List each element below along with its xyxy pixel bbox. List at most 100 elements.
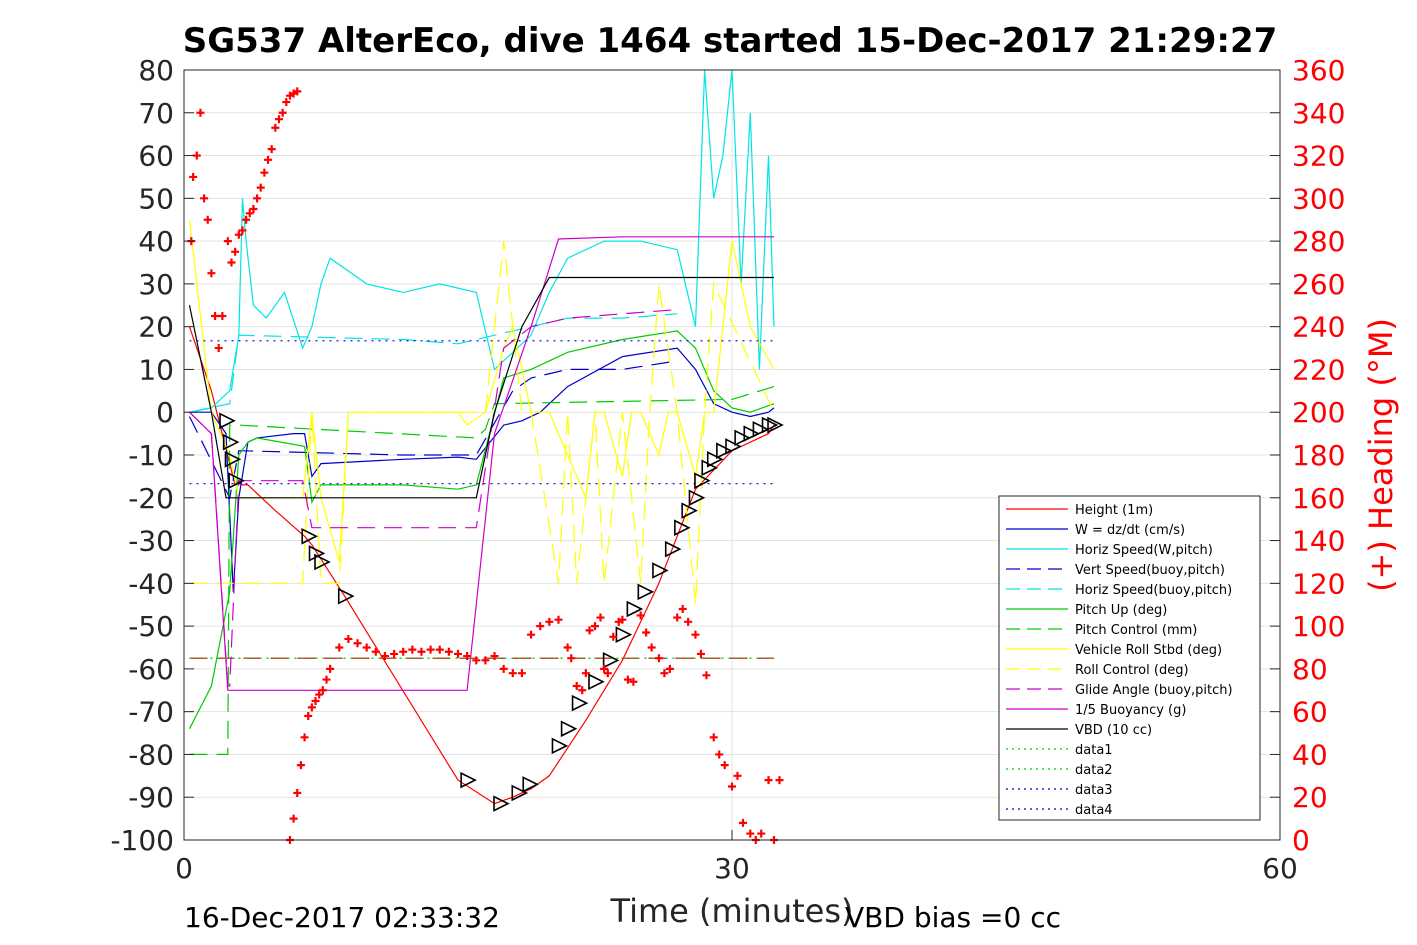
legend-label: data2 <box>1075 763 1113 778</box>
heading-point <box>517 669 526 678</box>
depth-marker <box>337 587 355 605</box>
heading-point <box>293 788 302 797</box>
heading-point <box>444 647 453 656</box>
heading-point <box>253 194 262 203</box>
depth-marker <box>222 433 240 451</box>
heading-point <box>618 615 627 624</box>
heading-point <box>691 630 700 639</box>
legend-label: Horiz Speed(W,pitch) <box>1075 543 1213 558</box>
heading-point <box>256 183 265 192</box>
y-tick-label: -90 <box>128 781 174 814</box>
heading-point <box>335 643 344 652</box>
y-right-tick-label: 320 <box>1292 140 1345 173</box>
series-line-horiz-speed-w-pitch- <box>189 69 775 413</box>
heading-point <box>545 617 554 626</box>
y-right-tick-label: 280 <box>1292 225 1345 258</box>
depth-marker <box>551 737 569 755</box>
series-line-vehicle-roll-stbd-deg- <box>188 219 775 563</box>
depth-marker <box>637 583 655 601</box>
y-right-tick-label: 100 <box>1292 610 1345 643</box>
heading-point <box>775 776 784 785</box>
y-right-tick-label: 80 <box>1292 653 1328 686</box>
heading-point <box>684 617 693 626</box>
heading-point <box>260 168 269 177</box>
heading-point <box>600 664 609 673</box>
heading-point <box>242 215 251 224</box>
heading-point <box>189 172 198 181</box>
y-right-tick-label: 0 <box>1292 824 1310 857</box>
heading-point <box>227 258 236 267</box>
heading-point <box>481 656 490 665</box>
series-line-vbd-10-cc- <box>188 276 774 499</box>
heading-point <box>746 829 755 838</box>
chart-title: SG537 AlterEco, dive 1464 started 15-Dec… <box>183 21 1278 61</box>
heading-point <box>572 682 581 690</box>
depth-marker <box>522 776 540 793</box>
depth-marker <box>228 472 245 489</box>
left-axis-ticks: 80 70 60 50 40 30 20 10 0 -10 -20 -30 -40 -50 -60 -70 -8… <box>110 54 194 857</box>
depth-marker <box>219 412 236 430</box>
depth-marker <box>511 784 529 802</box>
heading-point <box>636 611 645 620</box>
y-tick-label: -70 <box>128 696 174 729</box>
y-tick-label: -30 <box>128 525 174 558</box>
depth-marker <box>560 720 578 738</box>
footer-timestamp: 16-Dec-2017 02:33:32 <box>184 901 500 934</box>
heading-point <box>647 643 656 652</box>
heading-point <box>660 669 669 678</box>
y-right-tick-label: 300 <box>1292 182 1345 215</box>
depth-marker <box>674 519 691 537</box>
heading-point <box>578 686 587 695</box>
heading-point <box>293 87 302 96</box>
heading-point <box>678 605 687 613</box>
depth-marker <box>652 562 669 579</box>
depth-marker <box>752 421 770 438</box>
y-right-tick-label: 260 <box>1292 268 1345 301</box>
legend-label: Roll Control (deg) <box>1075 663 1189 678</box>
depth-marker <box>626 600 644 618</box>
heading-point <box>454 649 462 658</box>
right-axis-ticks: 3603403203002802602402202001801601401201… <box>1270 54 1345 857</box>
heading-point <box>654 654 663 663</box>
depth-marker <box>314 553 331 571</box>
heading-point <box>629 677 638 686</box>
x-tick-label: 30 <box>714 852 750 885</box>
series-line-vert-speed-buoy-pitch- <box>188 360 678 500</box>
x-axis-label: Time (minutes) <box>610 892 854 930</box>
y-right-tick-label: 200 <box>1292 396 1345 429</box>
depth-marker <box>615 626 633 643</box>
heading-point <box>581 669 590 678</box>
legend-label: Horiz Speed(buoy,pitch) <box>1075 583 1232 598</box>
series-line-w-dz-dt-cm-s- <box>189 347 775 592</box>
heading-point <box>307 703 316 712</box>
series-line-pitch-up-deg- <box>188 330 775 730</box>
heading-point <box>563 643 572 652</box>
heading-point <box>499 664 508 673</box>
heading-point <box>642 628 651 637</box>
heading-point <box>596 613 605 622</box>
legend-label: data3 <box>1075 783 1113 798</box>
y-right-tick-label: 160 <box>1292 482 1345 515</box>
x-tick-label: 0 <box>175 852 193 885</box>
y-right-tick-label: 20 <box>1292 781 1328 814</box>
heading-point <box>196 108 205 117</box>
right-axis-label: (+) Heading (°M) <box>1362 318 1400 592</box>
legend-label: Pitch Up (deg) <box>1075 603 1167 618</box>
heading-point <box>353 639 362 648</box>
heading-point <box>311 696 320 705</box>
heading-point <box>218 311 227 320</box>
heading-point <box>720 761 729 770</box>
legend-label: 1/5 Buoyancy (g) <box>1075 703 1186 718</box>
legend-label: Height (1m) <box>1075 503 1153 518</box>
legend-label: Vert Speed(buoy,pitch) <box>1075 563 1225 578</box>
heading-point <box>318 686 327 695</box>
heading-point <box>715 750 724 759</box>
depth-marker <box>706 450 724 468</box>
heading-point <box>408 645 417 654</box>
heading-point <box>567 654 576 663</box>
heading-point <box>527 630 536 639</box>
heading-points-layer <box>187 87 784 844</box>
heading-point <box>211 311 220 320</box>
heading-point <box>435 645 444 654</box>
depth-marker <box>694 472 711 489</box>
